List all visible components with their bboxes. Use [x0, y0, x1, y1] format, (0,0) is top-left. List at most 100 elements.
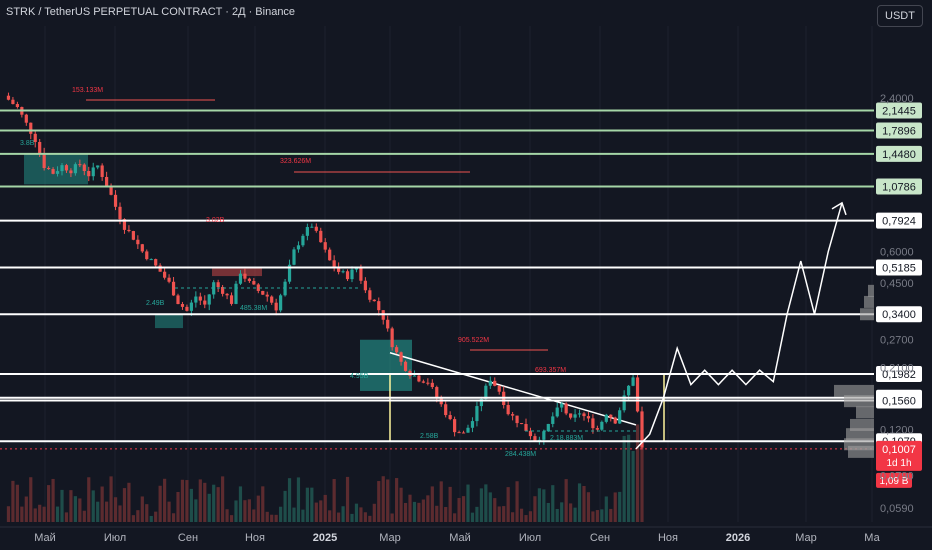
x-tick-label: 2025: [313, 532, 337, 544]
volume-bar: [42, 506, 46, 522]
volume-bar: [484, 484, 488, 522]
volume-bar: [198, 479, 202, 522]
y-tick-label: 0,2700: [880, 335, 914, 347]
candle-body: [78, 164, 82, 166]
volume-bar: [270, 514, 274, 522]
candle-body: [140, 244, 144, 252]
volume-bar: [421, 499, 425, 522]
candle-body: [256, 284, 260, 291]
candle-body: [154, 259, 158, 266]
volume-bar: [631, 451, 635, 522]
highlight-zones: [24, 153, 665, 442]
volume-bar: [314, 502, 318, 522]
volume-annotation: 153.133M: [72, 87, 103, 94]
volume-bar: [167, 501, 171, 522]
candle-body: [11, 99, 15, 105]
candle-body: [515, 415, 519, 424]
candle-body: [332, 260, 336, 268]
candle-body: [555, 407, 559, 417]
volume-bar: [287, 478, 292, 522]
candle-body: [105, 176, 109, 186]
profile-bar: [856, 406, 874, 419]
volume-bar: [38, 504, 42, 522]
volume-bar: [212, 484, 216, 522]
candle-body: [390, 328, 394, 348]
volume-bar: [524, 515, 528, 522]
volume-bar: [328, 510, 332, 522]
candle-body: [265, 294, 269, 297]
volume-annotation: 2.49B: [146, 300, 165, 307]
profile-bar: [864, 295, 874, 308]
volume-bar: [363, 512, 367, 522]
volume-bar: [488, 492, 492, 522]
x-tick-label: 2026: [726, 532, 750, 544]
candle-body: [221, 287, 225, 294]
volume-bar: [296, 477, 301, 522]
profile-bar: [846, 428, 874, 441]
volume-bar: [582, 485, 586, 522]
volume-bar: [171, 513, 176, 522]
candle-body: [194, 296, 198, 303]
candle-body: [453, 419, 457, 433]
level-label: 0,1560: [882, 395, 916, 407]
candle-body: [314, 226, 318, 231]
candle-body: [479, 398, 483, 407]
volume-bar: [96, 501, 100, 522]
candle-body: [627, 385, 631, 396]
volume-bar: [448, 486, 452, 522]
volume-bar: [515, 481, 519, 522]
last-price-countdown: 1d 1h: [886, 458, 911, 469]
candle-body: [42, 153, 46, 169]
candle-body: [426, 382, 430, 384]
volume-bar: [573, 507, 577, 522]
volume-bar: [412, 501, 417, 522]
candle-body: [569, 413, 573, 418]
candle-body: [640, 411, 644, 448]
candle-body: [395, 347, 399, 353]
profile-bar: [834, 384, 874, 397]
volume-annotations: 153.133M 323.626M 3.02B 905.522M 693.357M 3.8…: [20, 87, 636, 458]
candle-body: [524, 424, 528, 431]
x-tick-label: Ноя: [658, 532, 678, 544]
level-label-bg: [876, 102, 922, 119]
horizontal-levels: 2,1445 1,7896 1,4480 1,0786 0,7924 0,5185 0,34…: [0, 102, 922, 488]
candle-body: [622, 395, 626, 411]
currency-button[interactable]: USDT: [877, 5, 923, 27]
time-axis[interactable]: Май Июл Сен Ноя 2025 Мар Май Июл Сен Ноя 2026 Мар Ма: [0, 526, 932, 544]
volume-bar: [622, 435, 626, 522]
candle-body: [163, 271, 167, 278]
volume-annotation: 2.58B: [420, 433, 439, 440]
candle-body: [91, 167, 95, 177]
volume-bar: [73, 496, 77, 522]
volume-bar: [243, 500, 247, 522]
candle-body: [109, 185, 113, 195]
volume-bar: [154, 511, 158, 522]
volume-bar: [310, 487, 314, 522]
volume-bar: [136, 510, 140, 522]
chart-title: STRK / TetherUS PERPETUAL CONTRACT · 2Д …: [6, 6, 296, 18]
level-label-bg: [876, 306, 922, 323]
volume-bar: [519, 508, 524, 522]
candle-body: [33, 133, 37, 142]
candle-body: [225, 293, 229, 296]
candle-body: [64, 165, 69, 171]
volume-bar: [390, 513, 394, 522]
volume-annotation: 905.522M: [458, 337, 489, 344]
volume-bar: [323, 494, 327, 522]
level-label: 0,1982: [882, 369, 916, 381]
candle-body: [301, 235, 305, 246]
price-axis[interactable]: 2,4000 0,6000 0,4500 0,2700 0,2100 0,1200 0,07…: [880, 93, 914, 515]
volume-bar: [15, 484, 19, 522]
volume-bar: [47, 485, 51, 522]
level-label-bg: [876, 212, 922, 229]
candlestick-series: [6, 92, 644, 450]
x-tick-label: Ма: [864, 532, 880, 544]
candle-body: [198, 296, 202, 301]
level-label-bg: [876, 178, 922, 195]
candle-body: [229, 295, 234, 304]
candle-body: [350, 269, 354, 280]
volume-annotation: 3.02B: [206, 217, 225, 224]
volume-bar: [247, 499, 251, 522]
accumulation-zone: [24, 153, 88, 185]
